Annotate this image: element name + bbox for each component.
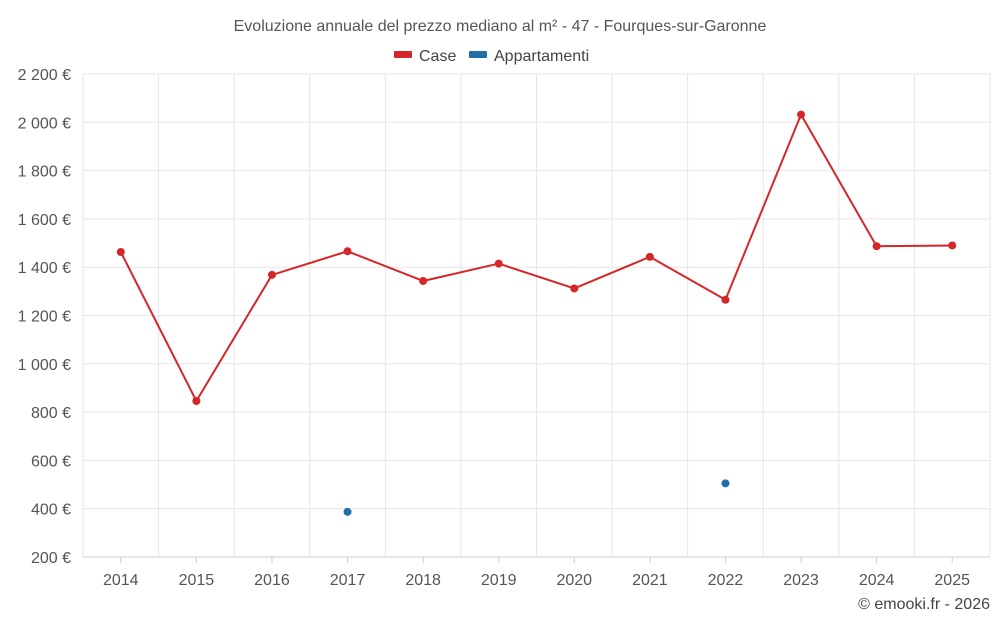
legend: Case Appartamenti	[394, 48, 589, 65]
y-tick-label: 1 600 €	[18, 212, 71, 229]
legend-label-appartamenti: Appartamenti	[494, 48, 589, 65]
series-line-case	[119, 113, 953, 402]
y-tick-label: 1 200 €	[18, 309, 71, 326]
x-tick-label: 2019	[481, 572, 517, 589]
y-tick-label: 2 200 €	[18, 67, 71, 84]
y-tick-label: 2 000 €	[18, 115, 71, 132]
x-tick-label: 2020	[556, 572, 592, 589]
data-point-case[interactable]	[872, 242, 881, 251]
y-tick-label: 400 €	[31, 502, 71, 519]
legend-item-case[interactable]: Case	[394, 48, 456, 65]
legend-label-case: Case	[419, 48, 456, 65]
x-tick-label: 2024	[859, 572, 895, 589]
credit-text: © emooki.fr - 2026	[858, 596, 990, 613]
data-point-case[interactable]	[570, 284, 579, 293]
x-tick-label: 2018	[405, 572, 441, 589]
legend-swatch-appartamenti	[469, 51, 487, 58]
x-tick-label: 2021	[632, 572, 668, 589]
data-point-appartamenti[interactable]	[343, 507, 352, 516]
data-point-appartamenti[interactable]	[721, 479, 730, 488]
chart-title: Evoluzione annuale del prezzo mediano al…	[234, 18, 767, 35]
data-point-case[interactable]	[645, 252, 654, 261]
x-axis-ticks: 2014 2015 2016 2017 2018 2019 2020 2021 2022 2023…	[103, 557, 970, 589]
data-point-case[interactable]	[116, 247, 125, 256]
legend-item-appartamenti[interactable]: Appartamenti	[469, 48, 589, 65]
y-tick-label: 600 €	[31, 453, 71, 470]
y-tick-label: 800 €	[31, 405, 71, 422]
x-tick-label: 2017	[330, 572, 366, 589]
x-tick-label: 2015	[179, 572, 215, 589]
data-point-case[interactable]	[343, 247, 352, 256]
y-axis-ticks: 200 € 400 € 600 € 800 € 1 000 € 1 200 € 1 400 …	[18, 67, 71, 567]
data-point-case[interactable]	[948, 241, 957, 250]
legend-swatch-case	[394, 51, 412, 58]
x-tick-label: 2014	[103, 572, 139, 589]
y-tick-label: 1 800 €	[18, 164, 71, 181]
x-tick-label: 2022	[708, 572, 744, 589]
y-tick-label: 1 400 €	[18, 260, 71, 277]
y-tick-label: 1 000 €	[18, 357, 71, 374]
x-tick-label: 2025	[934, 572, 970, 589]
data-point-case[interactable]	[419, 276, 428, 285]
data-point-case[interactable]	[494, 259, 503, 268]
data-point-case[interactable]	[192, 396, 201, 405]
x-tick-label: 2016	[254, 572, 290, 589]
data-point-case[interactable]	[721, 295, 730, 304]
data-point-case[interactable]	[267, 270, 276, 279]
series-layer	[116, 110, 957, 516]
y-tick-label: 200 €	[31, 550, 71, 567]
data-point-case[interactable]	[797, 110, 806, 119]
x-tick-label: 2023	[783, 572, 819, 589]
grid-layer	[82, 73, 991, 558]
